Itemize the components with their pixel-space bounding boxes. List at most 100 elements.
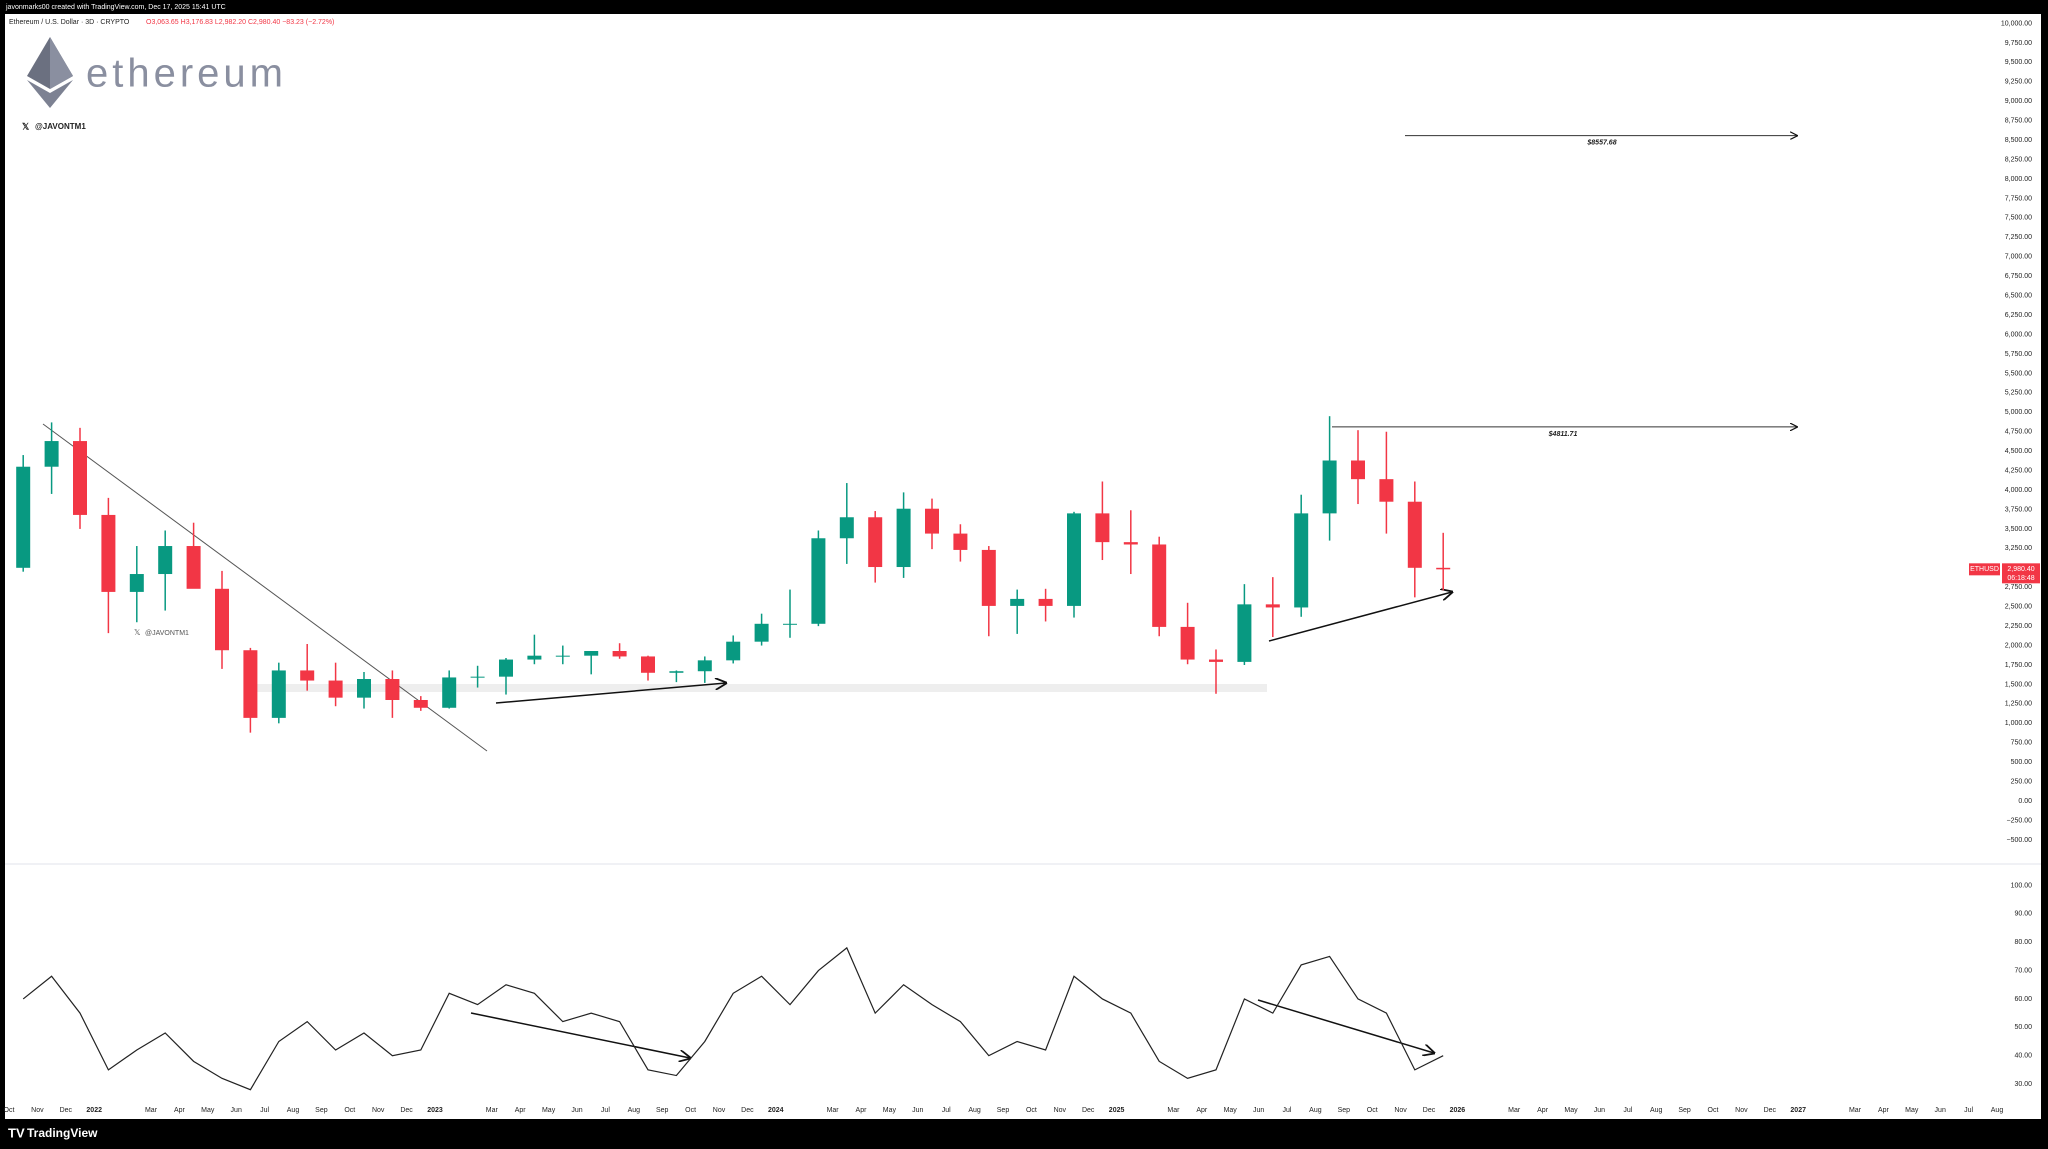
x-tick-label: Sep [1338,1107,1351,1114]
y-tick-label: 4,250.00 [2005,467,2032,474]
x-tick-label: Oct [344,1107,355,1114]
chart-area [5,14,2041,1119]
y-tick-label: 0.00 [2018,798,2032,805]
candle-body [1010,598,1025,606]
y-tick-label: 7,250.00 [2005,234,2032,241]
candle-body [413,699,428,708]
x-tick-label: Jun [571,1107,582,1114]
y-tick-label: 3,750.00 [2005,506,2032,513]
candle-body [839,517,854,539]
x-tick-label: Jul [601,1107,610,1114]
y-tick-label: 1,500.00 [2005,681,2032,688]
candle-body [1209,659,1223,662]
trendline [42,423,488,752]
candle-body [16,466,31,568]
candle-body [385,679,400,700]
x-tick-label: Dec [60,1107,73,1114]
x-tick-label: Mar [486,1107,499,1114]
candle-body [1237,604,1252,662]
arrow [470,1012,690,1058]
x-tick-label: 2023 [427,1107,443,1114]
candle-body [555,655,570,657]
x-tick-label: Mar [1167,1107,1180,1114]
y-tick-label: 250.00 [2011,778,2033,785]
price-tag-text: 2,980.40 [2007,566,2034,573]
creator: javonmarks00 created with TradingView.co… [5,4,226,11]
y-tick-label: 3,250.00 [2005,545,2032,552]
x-tick-label: Jun [912,1107,923,1114]
x-tick-label: Nov [31,1107,44,1114]
y-tick-label: 8,250.00 [2005,156,2032,163]
x-tick-label: Aug [1991,1107,2004,1114]
candle-body [1265,604,1280,608]
x-tick-label: Jul [942,1107,951,1114]
countdown: 06:18:48 [2007,575,2034,582]
x-tick-label: Aug [1309,1107,1322,1114]
x-tick-label: May [542,1107,556,1114]
x-tick-label: Apr [174,1107,186,1114]
candle-body [1180,626,1195,660]
x-tick-label: Oct [1708,1107,1719,1114]
x-tick-label: Oct [1026,1107,1037,1114]
x-tick-label: Nov [372,1107,385,1114]
x-tick-label: Apr [1196,1107,1208,1114]
candle-body [584,651,599,656]
y-tick-label: 7,500.00 [2005,215,2032,222]
candle-body [499,659,513,677]
x-tick-label: Nov [713,1107,726,1114]
x-tick-label: Nov [1394,1107,1407,1114]
x-tick-label: Dec [1423,1107,1436,1114]
candle-body [896,508,911,568]
x-tick-label: Jun [1253,1107,1264,1114]
price-tag [2002,563,2040,584]
candle-body [1436,567,1451,570]
candle-body [783,623,797,625]
x-tick-label: Jul [1964,1107,1973,1114]
y-tick-label: 30.00 [2014,1081,2032,1088]
y-tick-label: 2,750.00 [2005,584,2032,591]
x-tick-label: Dec [1764,1107,1777,1114]
candle-body [1294,513,1309,608]
y-tick-label: 40.00 [2014,1053,2032,1060]
y-tick-label: 500.00 [2011,759,2033,766]
y-tick-label: 50.00 [2014,1024,2032,1031]
candle-body [697,660,712,672]
candle-body [44,441,59,467]
y-tick-label: 90.00 [2014,911,2032,918]
x-tick-label: Apr [1878,1107,1890,1114]
y-tick-label: 1,750.00 [2005,662,2032,669]
x-tick-label: May [883,1107,897,1114]
x-tick-label: Sep [656,1107,669,1114]
x-tick-label: Oct [685,1107,696,1114]
candle-body [101,514,116,592]
y-tick-label: 8,750.00 [2005,118,2032,125]
candle-body [726,641,741,661]
x-tick-label: Mar [1849,1107,1862,1114]
y-tick-label: 2,250.00 [2005,623,2032,630]
candle-body [470,676,485,678]
x-tick-label: Apr [1537,1107,1549,1114]
x-tick-label: Mar [145,1107,158,1114]
candle-body [811,538,826,624]
candle-body [925,508,939,534]
y-tick-label: 3,500.00 [2005,526,2032,533]
arrow [1257,999,1434,1053]
y-tick-label: 8,500.00 [2005,137,2032,144]
y-tick-label: 5,250.00 [2005,390,2032,397]
x-icon: 𝕏 [22,121,30,131]
y-tick-label: 5,500.00 [2005,370,2032,377]
x-tick-label: Jul [260,1107,269,1114]
candle-body [527,655,542,660]
x-tick-label: Apr [515,1107,527,1114]
y-tick-label: 7,750.00 [2005,195,2032,202]
y-tick-label: 5,750.00 [2005,351,2032,358]
candle-body [158,546,173,575]
watermark: @JAVONTM1 [145,630,189,637]
footer-brand: TradingView [27,1126,98,1140]
candle-body [754,623,769,642]
eth-logo [27,37,73,108]
y-tick-label: 100.00 [2011,882,2033,889]
candle-body [1067,513,1081,606]
x-tick-label: Jun [1935,1107,1946,1114]
